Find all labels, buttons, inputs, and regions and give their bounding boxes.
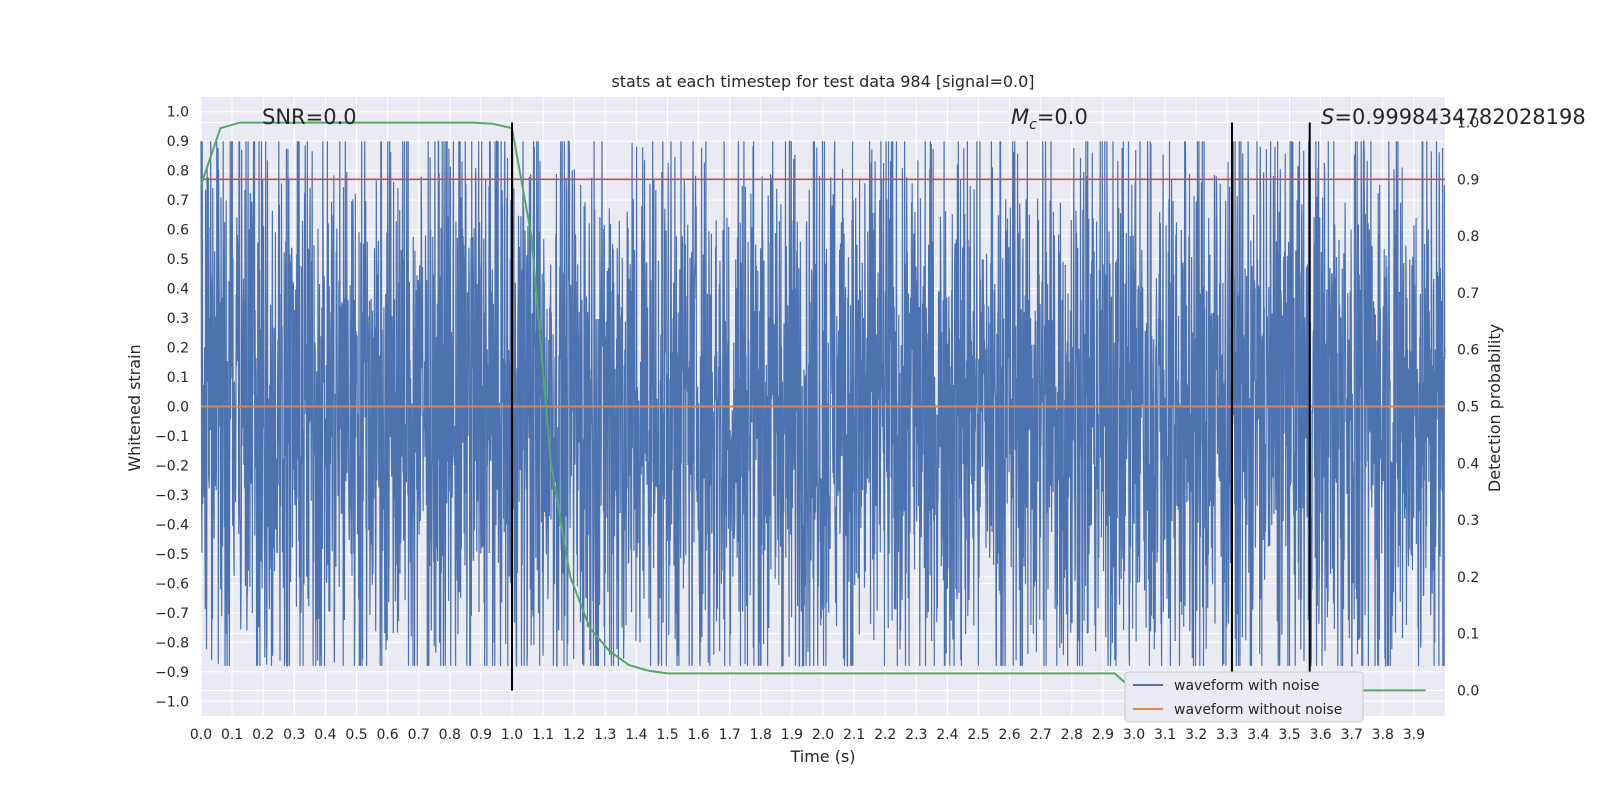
y2-tick-label: 0.8	[1457, 229, 1479, 245]
x-tick-label: 2.3	[905, 727, 927, 743]
chart-title: stats at each timestep for test data 984…	[611, 72, 1034, 91]
x-tick-label: 3.4	[1247, 727, 1269, 743]
y-tick-label: −0.4	[155, 517, 189, 533]
y-tick-label: 0.3	[167, 311, 189, 327]
x-tick-label: 2.1	[843, 727, 865, 743]
x-tick-label: 0.6	[376, 727, 398, 743]
significance-annotation: S=0.9998434782028198	[1321, 105, 1586, 129]
y-tick-label: −0.1	[155, 429, 189, 445]
y2-axis-ticks: 1.0 0.9 0.8 0.7 0.6 0.5 0.4 0.3 0.2 0.1 0.0	[1457, 116, 1479, 700]
x-tick-label: 3.3	[1216, 727, 1238, 743]
y-tick-label: 0.9	[167, 134, 189, 150]
x-tick-label: 3.1	[1154, 727, 1176, 743]
legend-label-clean: waveform without noise	[1174, 702, 1342, 718]
y2-tick-label: 0.1	[1457, 627, 1479, 643]
x-tick-label: 1.2	[563, 727, 585, 743]
legend: waveform with noise waveform without noi…	[1124, 671, 1364, 723]
x-tick-label: 1.8	[750, 727, 772, 743]
x-tick-label: 3.8	[1372, 727, 1394, 743]
x-tick-label: 0.1	[221, 727, 243, 743]
x-tick-label: 0.2	[252, 727, 274, 743]
y2-tick-label: 0.9	[1457, 172, 1479, 188]
x-axis-label: Time (s)	[789, 747, 855, 766]
y-tick-label: 0.6	[167, 223, 189, 239]
legend-box	[1124, 671, 1364, 723]
noise-waveform-line	[200, 140, 1446, 667]
y-tick-label: −0.8	[155, 635, 189, 651]
y-tick-label: −0.7	[155, 606, 189, 622]
x-tick-label: 3.7	[1341, 727, 1363, 743]
y-tick-label: 0.0	[167, 400, 189, 416]
x-tick-label: 0.5	[345, 727, 367, 743]
y-tick-label: 1.0	[167, 105, 189, 121]
chirp-mass-symbol: M	[1011, 105, 1029, 129]
x-tick-label: 3.0	[1123, 727, 1145, 743]
x-tick-label: 2.6	[998, 727, 1020, 743]
legend-label-noise: waveform with noise	[1174, 678, 1319, 694]
x-tick-label: 3.2	[1185, 727, 1207, 743]
x-tick-label: 1.7	[719, 727, 741, 743]
y-tick-label: −0.3	[155, 488, 189, 504]
x-tick-label: 3.6	[1309, 727, 1331, 743]
y2-axis-label: Detection probability	[1485, 324, 1504, 492]
y-tick-label: −1.0	[155, 694, 189, 710]
x-tick-label: 2.7	[1030, 727, 1052, 743]
y-tick-label: 0.5	[167, 252, 189, 268]
y2-tick-label: 0.7	[1457, 286, 1479, 302]
x-tick-label: 2.5	[967, 727, 989, 743]
x-tick-label: 1.1	[532, 727, 554, 743]
y2-tick-label: 0.6	[1457, 343, 1479, 359]
x-tick-label: 3.5	[1278, 727, 1300, 743]
y2-tick-label: 1.0	[1457, 116, 1479, 132]
y2-tick-label: 0.0	[1457, 683, 1479, 699]
x-tick-label: 2.8	[1061, 727, 1083, 743]
x-tick-label: 1.3	[594, 727, 616, 743]
chirp-mass-value: =0.0	[1037, 105, 1088, 129]
x-tick-label: 3.9	[1403, 727, 1425, 743]
x-tick-label: 1.5	[656, 727, 678, 743]
y-tick-label: −0.6	[155, 576, 189, 592]
x-tick-label: 0.9	[470, 727, 492, 743]
y-axis-label: Whitened strain	[125, 344, 144, 471]
x-tick-label: 0.4	[314, 727, 336, 743]
x-tick-label: 2.9	[1092, 727, 1114, 743]
y2-tick-label: 0.4	[1457, 456, 1479, 472]
x-tick-label: 0.0	[190, 727, 212, 743]
y-tick-label: 0.4	[167, 282, 189, 298]
y-tick-label: −0.2	[155, 458, 189, 474]
y-tick-label: 0.7	[167, 193, 189, 209]
x-tick-label: 0.8	[439, 727, 461, 743]
y-axis-ticks: 1.0 0.9 0.8 0.7 0.6 0.5 0.4 0.3 0.2 0.1 0.0 −0.1 −0.…	[155, 105, 189, 711]
y-tick-label: 0.8	[167, 164, 189, 180]
x-tick-label: 2.4	[936, 727, 958, 743]
y2-tick-label: 0.3	[1457, 513, 1479, 529]
y2-tick-label: 0.2	[1457, 570, 1479, 586]
x-axis-ticks: 0.0 0.1 0.2 0.3 0.4 0.5 0.6 0.7 0.8 0.9 1.0 1.1 1.2 1…	[190, 727, 1425, 743]
y-tick-label: −0.9	[155, 665, 189, 681]
significance-symbol: S	[1321, 105, 1334, 129]
chirp-mass-subscript: c	[1029, 117, 1037, 133]
x-tick-label: 1.0	[501, 727, 523, 743]
chirp-mass-annotation: Mc=0.0	[1011, 105, 1088, 133]
noise-waveform-series	[200, 140, 1446, 667]
x-tick-label: 0.3	[283, 727, 305, 743]
x-tick-label: 2.2	[874, 727, 896, 743]
x-tick-label: 2.0	[812, 727, 834, 743]
y-tick-label: −0.5	[155, 547, 189, 563]
x-tick-label: 1.9	[781, 727, 803, 743]
y-tick-label: 0.2	[167, 341, 189, 357]
significance-value: =0.9998434782028198	[1334, 105, 1585, 129]
x-tick-label: 1.6	[687, 727, 709, 743]
y2-tick-label: 0.5	[1457, 400, 1479, 416]
y-tick-label: 0.1	[167, 370, 189, 386]
x-tick-label: 1.4	[625, 727, 647, 743]
x-tick-label: 0.7	[408, 727, 430, 743]
snr-annotation: SNR=0.0	[262, 105, 357, 129]
